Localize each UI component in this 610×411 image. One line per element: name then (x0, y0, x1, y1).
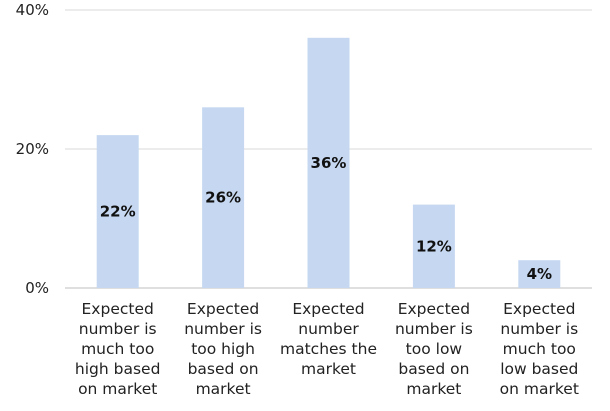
y-tick-label: 40% (16, 1, 49, 19)
data-label: 26% (205, 189, 241, 207)
x-category-label: Expected number matches the market (280, 300, 377, 378)
bar (307, 37, 350, 288)
data-label: 22% (100, 203, 136, 221)
bar (96, 135, 139, 288)
x-category-label: Expected number is much too low based on… (499, 300, 579, 398)
x-category-label: Expected number is too low based on mark… (394, 300, 473, 398)
y-tick-label: 20% (16, 140, 49, 158)
bar (412, 204, 455, 288)
x-category-label: Expected number is too high based on mar… (184, 300, 262, 398)
data-labels: 22% 26% 36% 12% 4% (100, 154, 552, 283)
data-label: 36% (311, 154, 347, 172)
x-category-label: Expected number is much too high based o… (74, 300, 161, 398)
data-label: 12% (416, 237, 452, 255)
data-label: 4% (527, 265, 552, 283)
bar (518, 260, 561, 288)
y-tick-label: 0% (25, 279, 49, 297)
bar (202, 107, 245, 288)
y-axis-ticks: 0% 20% 40% (16, 1, 49, 297)
bars (96, 37, 561, 288)
